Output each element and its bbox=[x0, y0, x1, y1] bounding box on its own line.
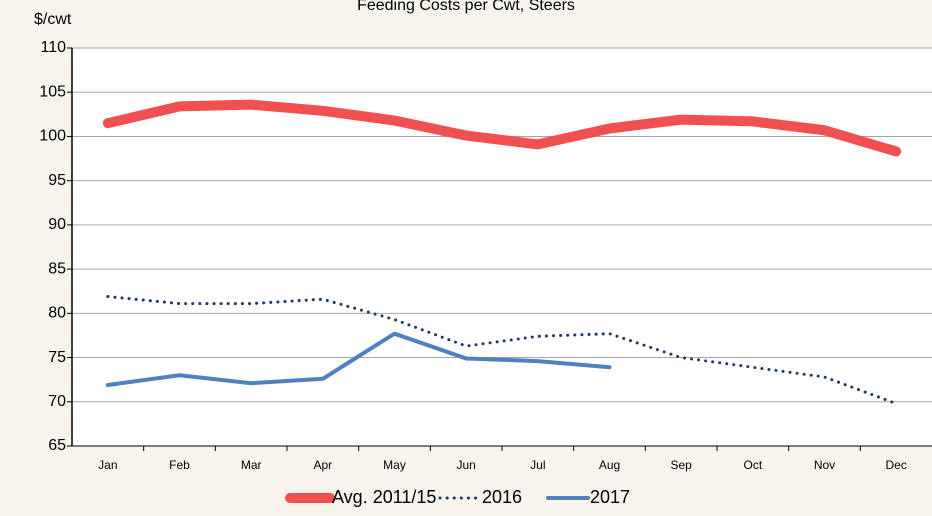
x-tick-label: May bbox=[383, 458, 406, 472]
y-tick-label: 110 bbox=[40, 39, 66, 56]
y-tick-label: 85 bbox=[48, 260, 66, 277]
series-line bbox=[105, 331, 612, 387]
y-tick-label: 90 bbox=[48, 216, 66, 233]
x-tick-label: Feb bbox=[169, 458, 190, 472]
y-tick-label: 95 bbox=[48, 172, 66, 189]
x-tick-label: Sep bbox=[670, 458, 692, 472]
series-line bbox=[102, 99, 902, 157]
x-tick-label: Mar bbox=[241, 458, 262, 472]
y-tick-label: 100 bbox=[39, 128, 66, 145]
x-tick-label: Jan bbox=[98, 458, 117, 472]
x-tick-label: Oct bbox=[743, 458, 762, 472]
legend-label: 2016 bbox=[482, 487, 522, 507]
x-tick-label: Jun bbox=[456, 458, 475, 472]
x-tick-label: Apr bbox=[313, 458, 332, 472]
x-tick-label: Nov bbox=[814, 458, 835, 472]
y-tick-label: 105 bbox=[39, 83, 66, 100]
y-tick-label: 65 bbox=[48, 437, 66, 454]
y-tick-label: 70 bbox=[48, 393, 66, 410]
legend-label: 2017 bbox=[590, 487, 630, 507]
x-tick-label: Jul bbox=[530, 458, 545, 472]
x-tick-label: Aug bbox=[599, 458, 620, 472]
x-tick-label: Dec bbox=[885, 458, 906, 472]
chart-title: Feeding Costs per Cwt, Steers bbox=[357, 0, 575, 14]
y-axis-label: $/cwt bbox=[34, 11, 72, 28]
y-tick-label: 80 bbox=[48, 305, 66, 322]
y-tick-label: 75 bbox=[48, 349, 66, 366]
legend-label: Avg. 2011/15 bbox=[332, 487, 436, 507]
